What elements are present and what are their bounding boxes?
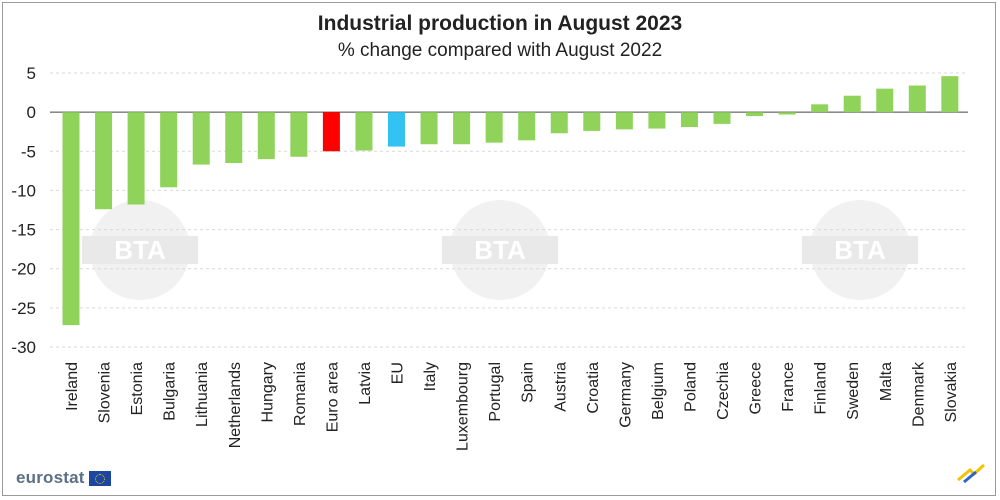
- x-tick-label: EU: [390, 362, 407, 384]
- watermark-bta: BTA: [802, 200, 918, 300]
- y-tick-label: -5: [21, 142, 36, 161]
- bar-italy: [420, 112, 438, 145]
- bar-france: [778, 112, 796, 115]
- y-tick-label: -20: [11, 260, 36, 279]
- bar-sweden: [843, 95, 861, 113]
- bar-poland: [680, 112, 698, 128]
- x-tick-label: Germany: [617, 362, 634, 428]
- x-tick-label: Poland: [682, 362, 699, 412]
- x-tick-label: Portugal: [487, 362, 504, 422]
- x-axis-labels: Ireland Slovenia Estonia Bulgaria Lithuania N…: [64, 361, 960, 451]
- x-tick-label: Malta: [878, 362, 895, 401]
- bar-luxembourg: [453, 112, 471, 145]
- bars: [62, 76, 959, 326]
- bar-germany: [615, 112, 633, 130]
- x-tick-label: Austria: [552, 362, 569, 412]
- logo-text: eurostat: [16, 468, 85, 487]
- bar-eu: [388, 112, 405, 147]
- bar-malta: [876, 88, 894, 113]
- watermark-text: BTA: [474, 235, 526, 265]
- x-tick-label: Ireland: [64, 362, 81, 411]
- x-tick-label: Spain: [520, 362, 537, 403]
- watermarks: BTA BTA BTA: [82, 200, 918, 300]
- bar-netherlands: [225, 112, 243, 164]
- corner-arrow-icon: [957, 463, 986, 484]
- bar-estonia: [127, 112, 145, 205]
- x-tick-label: Slovakia: [943, 362, 960, 423]
- x-tick-label: Hungary: [259, 362, 276, 422]
- bar-lithuania: [192, 112, 210, 165]
- bar-finland: [811, 104, 829, 113]
- bar-czechia: [713, 112, 731, 124]
- x-tick-label: Euro area: [324, 362, 341, 432]
- bar-hungary: [257, 112, 275, 160]
- x-tick-label: Romania: [292, 362, 309, 426]
- bar-slovenia: [95, 112, 113, 210]
- watermark-bta: BTA: [82, 200, 198, 300]
- bar-austria: [550, 112, 568, 134]
- y-tick-label: -10: [11, 181, 36, 200]
- bar-belgium: [648, 112, 666, 129]
- x-tick-label: Belgium: [650, 362, 667, 420]
- x-tick-label: France: [780, 362, 797, 412]
- eu-flag-icon: [88, 470, 111, 486]
- x-tick-label: Denmark: [910, 361, 927, 427]
- watermark-bta: BTA: [442, 200, 558, 300]
- bar-latvia: [355, 112, 373, 151]
- x-tick-label: Italy: [422, 362, 439, 391]
- y-tick-label: -25: [11, 299, 36, 318]
- bar-romania: [290, 112, 308, 157]
- x-tick-label: Slovenia: [97, 362, 114, 423]
- y-axis-ticks: 5 0 -5 -10 -15 -20 -25 -30: [11, 64, 36, 357]
- x-tick-label: Netherlands: [227, 362, 244, 448]
- bar-greece: [746, 112, 764, 117]
- x-tick-label: Sweden: [845, 362, 862, 420]
- bar-croatia: [583, 112, 601, 131]
- x-tick-label: Luxembourg: [455, 362, 472, 451]
- x-tick-label: Bulgaria: [162, 362, 179, 421]
- bar-ireland: [62, 112, 80, 326]
- y-tick-label: -30: [11, 338, 36, 357]
- x-tick-label: Latvia: [357, 362, 374, 405]
- bar-bulgaria: [160, 112, 178, 188]
- watermark-text: BTA: [834, 235, 886, 265]
- chart-subtitle: % change compared with August 2022: [337, 40, 663, 61]
- bar-euro-area: [322, 112, 340, 152]
- x-tick-label: Lithuania: [194, 362, 211, 427]
- chart-title: Industrial production in August 2023: [317, 12, 683, 35]
- x-tick-label: Greece: [748, 362, 765, 415]
- y-tick-label: 5: [27, 64, 36, 83]
- x-tick-label: Estonia: [129, 362, 146, 415]
- bar-denmark: [908, 85, 926, 113]
- watermark-text: BTA: [114, 235, 166, 265]
- x-tick-label: Finland: [813, 362, 830, 414]
- y-tick-label: 0: [27, 103, 36, 122]
- bar-spain: [518, 112, 536, 141]
- y-tick-label: -15: [11, 221, 36, 240]
- bar-slovakia: [941, 76, 959, 113]
- x-tick-label: Croatia: [585, 362, 602, 414]
- x-tick-label: Czechia: [715, 362, 732, 420]
- bar-portugal: [485, 112, 503, 143]
- eurostat-logo: eurostat: [16, 468, 111, 488]
